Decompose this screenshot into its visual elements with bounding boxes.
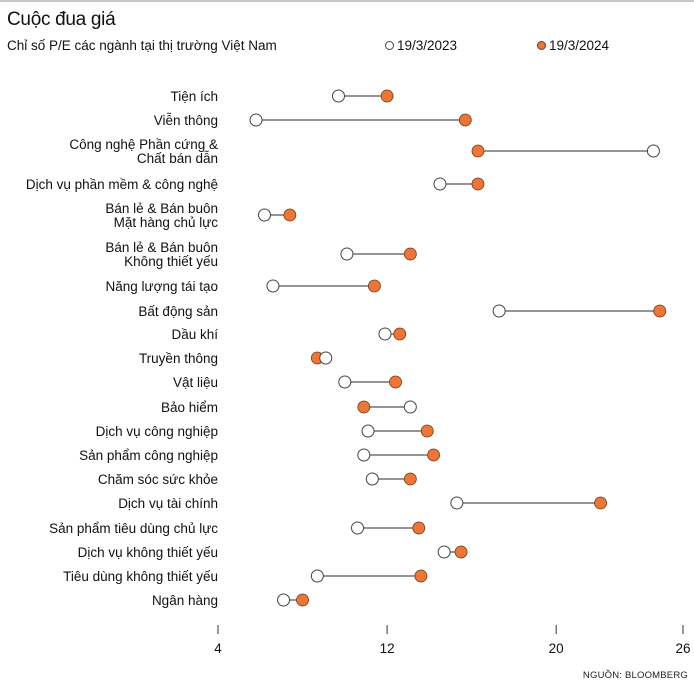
point-2023 xyxy=(277,593,291,607)
point-2023 xyxy=(351,521,364,535)
point-2024 xyxy=(380,89,394,103)
point-2024 xyxy=(594,496,607,510)
point-2023 xyxy=(365,472,379,486)
category-label: Bất động sản xyxy=(138,304,218,319)
point-2023 xyxy=(450,496,464,510)
source-note: NGUỒN: BLOOMBERG xyxy=(582,670,688,681)
point-2023 xyxy=(340,247,354,261)
point-2024 xyxy=(458,113,472,127)
category-label: Viễn thông xyxy=(154,113,218,128)
point-2023 xyxy=(258,208,271,222)
point-2024 xyxy=(653,304,667,318)
chart-subtitle: Chỉ số P/E các ngành tại thị trường Việt… xyxy=(7,38,277,53)
chart-title: Cuộc đua giá xyxy=(7,9,116,30)
point-2023 xyxy=(357,448,371,462)
category-label: Dầu khí xyxy=(171,327,218,342)
x-tick-label: 12 xyxy=(380,641,395,656)
category-label: Ngân hàng xyxy=(152,593,218,608)
point-2024 xyxy=(389,375,402,389)
legend-item-2024: 19/3/2024 xyxy=(537,38,609,53)
point-2023 xyxy=(331,89,345,103)
category-label: Dịch vụ không thiết yếu xyxy=(78,545,218,560)
category-label: Chất bán dẫn xyxy=(137,151,218,166)
category-label: Chăm sóc sức khỏe xyxy=(98,472,218,487)
point-2024 xyxy=(412,521,426,535)
legend-label-2023: 19/3/2023 xyxy=(397,38,458,53)
category-label: Vật liệu xyxy=(173,375,218,390)
point-2023 xyxy=(249,113,263,127)
top-rule xyxy=(0,0,694,2)
legend-marker-hollow-icon xyxy=(385,41,394,50)
category-label: Công nghệ Phần cứng & xyxy=(69,137,218,152)
point-2024 xyxy=(454,545,468,559)
point-2023 xyxy=(403,400,417,414)
point-2023 xyxy=(361,424,375,438)
legend-label-2024: 19/3/2024 xyxy=(549,38,610,53)
category-label: Tiện ích xyxy=(170,89,218,104)
legend-item-2023: 19/3/2023 xyxy=(385,38,457,53)
point-2024 xyxy=(414,569,428,583)
category-label: Không thiết yếu xyxy=(124,254,218,269)
point-2024 xyxy=(420,424,434,438)
category-label: Bán lẻ & Bán buôn xyxy=(105,201,218,216)
category-label: Dịch vụ phần mềm & công nghệ xyxy=(26,177,218,192)
point-2023 xyxy=(310,569,324,583)
point-2024 xyxy=(427,448,440,462)
point-2024 xyxy=(368,279,381,293)
point-2023 xyxy=(378,327,392,341)
point-2024 xyxy=(296,593,309,607)
point-2024 xyxy=(357,400,371,414)
point-2024 xyxy=(471,177,485,191)
category-label: Dịch vụ tài chính xyxy=(118,496,218,511)
category-label: Mặt hàng chủ lực xyxy=(114,215,219,230)
point-2024 xyxy=(393,327,407,341)
x-tick-label: 4 xyxy=(214,641,222,656)
point-2023 xyxy=(319,351,333,365)
point-2024 xyxy=(471,144,485,158)
category-label: Sản phẩm tiêu dùng chủ lực xyxy=(49,521,218,536)
category-label: Năng lượng tái tạo xyxy=(106,279,218,294)
point-2023 xyxy=(646,144,660,158)
category-label: Bán lẻ & Bán buôn xyxy=(105,240,218,255)
category-label: Dịch vụ công nghiệp xyxy=(96,424,218,439)
category-label: Sản phẩm công nghiệp xyxy=(79,448,218,463)
point-2023 xyxy=(338,375,352,389)
point-2023 xyxy=(433,177,447,191)
point-2024 xyxy=(283,208,297,222)
legend-marker-filled-icon xyxy=(537,41,546,50)
point-2023 xyxy=(266,279,280,293)
category-label: Truyền thông xyxy=(139,351,218,366)
point-2023 xyxy=(437,545,451,559)
point-2024 xyxy=(403,472,417,486)
point-2024 xyxy=(403,247,417,261)
point-2023 xyxy=(492,304,506,318)
category-label: Tiêu dùng không thiết yếu xyxy=(63,569,218,584)
category-label: Bảo hiểm xyxy=(161,400,218,415)
x-tick-label: 26 xyxy=(675,641,690,656)
x-tick-label: 20 xyxy=(549,641,564,656)
